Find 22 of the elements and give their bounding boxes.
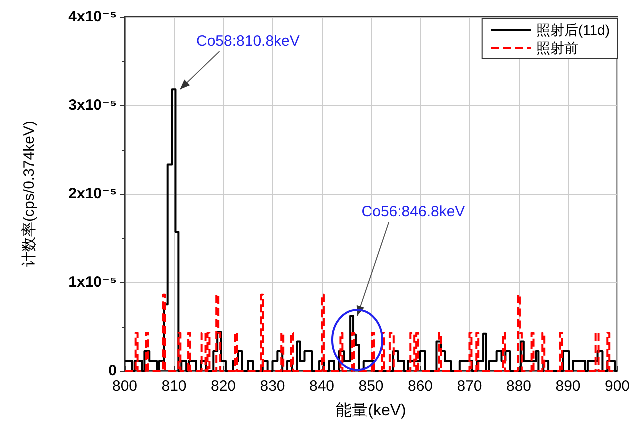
annotation: Co58:810.8keV bbox=[196, 33, 300, 50]
y-axis-title: 计数率(cps/0.374keV) bbox=[21, 121, 38, 267]
x-tick-label: 840 bbox=[309, 378, 335, 395]
legend-label: 照射后(11d) bbox=[536, 22, 610, 38]
y-tick-label: 3x10⁻⁵ bbox=[68, 97, 117, 114]
y-tick-label: 2x10⁻⁵ bbox=[68, 186, 117, 202]
x-tick-label: 810 bbox=[162, 378, 187, 395]
legend-label: 照射前 bbox=[536, 40, 578, 56]
x-tick-label: 860 bbox=[408, 378, 434, 395]
x-tick-label: 880 bbox=[506, 378, 532, 395]
y-tick-label: 1x10⁻⁵ bbox=[68, 274, 117, 291]
y-tick-label: 0 bbox=[108, 362, 117, 380]
x-axis-title: 能量(keV) bbox=[336, 402, 406, 420]
annotation: Co56:846.8keV bbox=[362, 204, 466, 221]
x-tick-label: 820 bbox=[210, 378, 236, 395]
y-tick-label: 4x10⁻⁵ bbox=[68, 8, 117, 26]
x-tick-label: 890 bbox=[556, 378, 581, 395]
x-tick-label: 830 bbox=[260, 378, 286, 395]
x-tick-label: 900 bbox=[604, 378, 630, 395]
x-tick-label: 800 bbox=[112, 378, 138, 395]
x-tick-label: 870 bbox=[457, 378, 482, 395]
x-tick-label: 850 bbox=[358, 378, 384, 395]
